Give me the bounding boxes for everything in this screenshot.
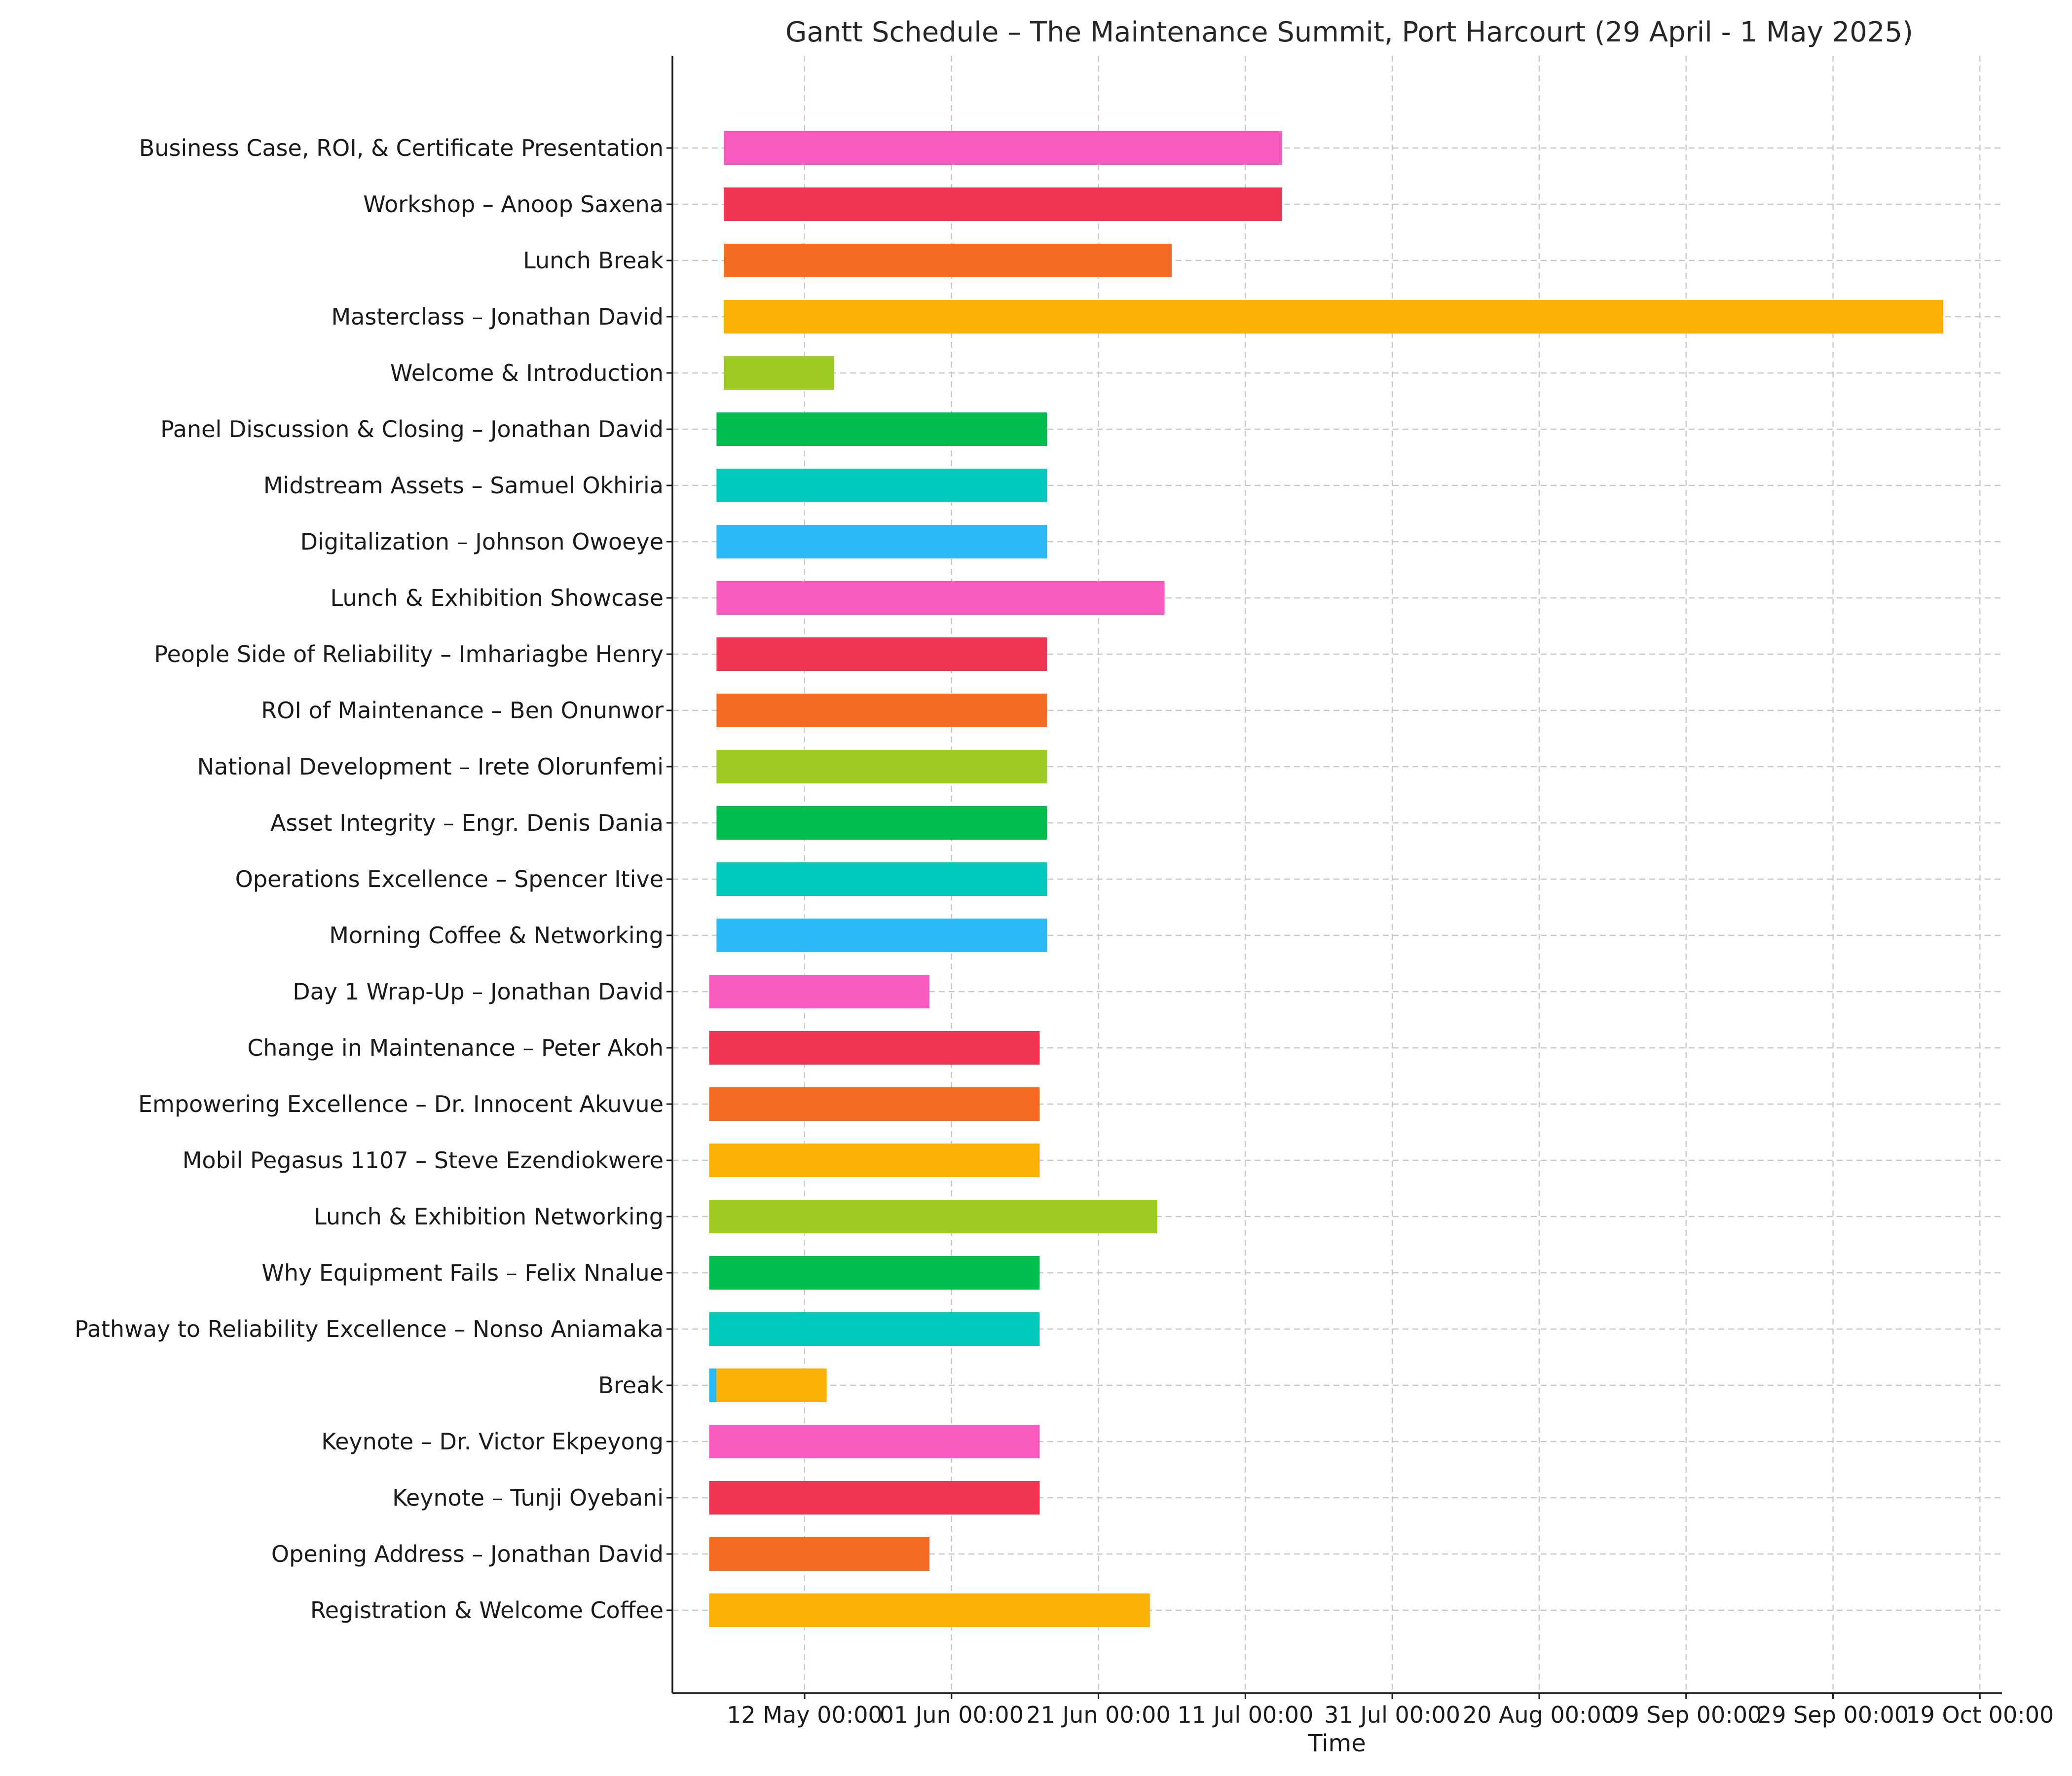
- task-label: Day 1 Wrap-Up – Jonathan David: [293, 978, 664, 1005]
- x-axis-label: Time: [1307, 1730, 1366, 1757]
- task-bar: [724, 356, 834, 390]
- x-tick-label: 12 May 00:00: [727, 1702, 882, 1728]
- task-bar: [716, 1369, 827, 1402]
- task-bar: [716, 469, 1047, 502]
- task-label: Why Equipment Fails – Felix Nnalue: [261, 1259, 664, 1286]
- task-bar: [709, 1031, 1040, 1065]
- task-bar: [724, 300, 1943, 333]
- task-bar: [709, 1087, 1040, 1121]
- task-label: Change in Maintenance – Peter Akoh: [247, 1035, 664, 1061]
- task-label: Lunch & Exhibition Networking: [314, 1203, 664, 1230]
- task-label: Workshop – Anoop Saxena: [363, 191, 664, 218]
- task-label: People Side of Reliability – Imhariagbe …: [154, 641, 664, 667]
- task-bar: [709, 1200, 1157, 1233]
- task-label: Masterclass – Jonathan David: [331, 303, 664, 330]
- task-bar: [716, 581, 1165, 615]
- chart-title: Gantt Schedule – The Maintenance Summit,…: [785, 16, 1913, 48]
- x-tick-label: 09 Sep 00:00: [1610, 1702, 1762, 1728]
- task-label: Business Case, ROI, & Certificate Presen…: [139, 135, 664, 161]
- task-label: Morning Coffee & Networking: [329, 922, 664, 949]
- task-label: Keynote – Dr. Victor Ekpeyong: [321, 1428, 664, 1455]
- task-label: Midstream Assets – Samuel Okhiria: [263, 472, 664, 499]
- task-label: Welcome & Introduction: [390, 360, 664, 386]
- task-bar: [716, 694, 1047, 727]
- task-label: Lunch & Exhibition Showcase: [331, 585, 664, 611]
- task-label: Mobil Pegasus 1107 – Steve Ezendiokwere: [183, 1147, 664, 1174]
- x-tick-label: 29 Sep 00:00: [1757, 1702, 1909, 1728]
- task-label: Asset Integrity – Engr. Denis Dania: [270, 810, 664, 836]
- task-label: Lunch Break: [523, 247, 664, 274]
- task-bar: [709, 1481, 1040, 1515]
- task-label: Keynote – Tunji Oyebani: [392, 1484, 664, 1511]
- task-bar: [716, 862, 1047, 896]
- x-tick-label: 11 Jul 00:00: [1177, 1702, 1313, 1728]
- task-bar: [716, 919, 1047, 952]
- task-label: Panel Discussion & Closing – Jonathan Da…: [160, 416, 664, 443]
- task-bar: [716, 412, 1047, 446]
- task-label: Operations Excellence – Spencer Itive: [235, 866, 664, 892]
- task-labels: Business Case, ROI, & Certificate Presen…: [74, 135, 672, 1624]
- task-bar: [716, 806, 1047, 840]
- x-tick-label: 21 Jun 00:00: [1026, 1702, 1170, 1728]
- task-bar: [709, 1369, 717, 1402]
- task-label: National Development – Irete Olorunfemi: [197, 753, 664, 780]
- task-bar: [709, 1593, 1150, 1627]
- task-bar: [709, 1425, 1040, 1458]
- task-bar: [709, 1537, 930, 1571]
- task-bar: [716, 750, 1047, 783]
- task-label: Opening Address – Jonathan David: [271, 1541, 664, 1567]
- x-tick-label: 01 Jun 00:00: [880, 1702, 1024, 1728]
- task-label: Break: [598, 1372, 664, 1399]
- task-bar: [709, 1256, 1040, 1290]
- task-bar: [724, 244, 1172, 277]
- task-bar: [724, 187, 1282, 221]
- task-bar: [709, 975, 930, 1008]
- x-tick-label: 20 Aug 00:00: [1463, 1702, 1616, 1728]
- task-label: Digitalization – Johnson Owoeye: [300, 528, 664, 555]
- task-label: Empowering Excellence – Dr. Innocent Aku…: [138, 1091, 664, 1117]
- task-bar: [716, 525, 1047, 558]
- task-label: Pathway to Reliability Excellence – Nons…: [74, 1316, 664, 1342]
- task-label: ROI of Maintenance – Ben Onunwor: [261, 697, 664, 724]
- task-bar: [709, 1312, 1040, 1346]
- task-label: Registration & Welcome Coffee: [310, 1597, 664, 1624]
- x-tick-label: 31 Jul 00:00: [1324, 1702, 1460, 1728]
- task-bars: [709, 131, 1943, 1627]
- task-bar: [724, 131, 1282, 165]
- task-bar: [716, 637, 1047, 671]
- x-tick-label: 19 Oct 00:00: [1906, 1702, 2054, 1728]
- task-bar: [709, 1144, 1040, 1177]
